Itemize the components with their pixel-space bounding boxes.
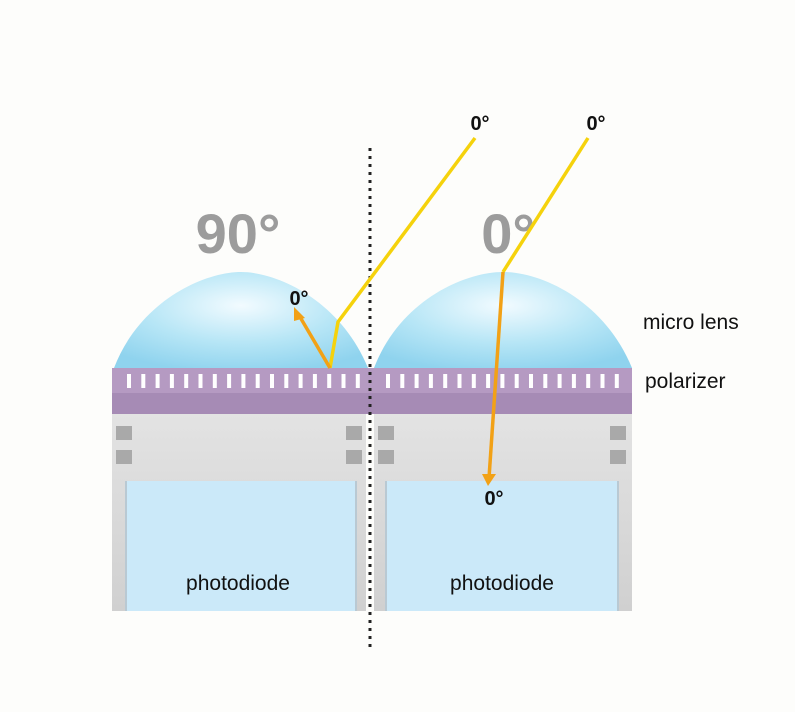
polarizer-slot	[241, 374, 246, 388]
contact-pad	[610, 426, 626, 440]
polarizer-slot	[586, 374, 591, 388]
polarizer-grid	[127, 374, 619, 388]
polarizer-slot	[298, 374, 303, 388]
photodiode-left	[126, 481, 356, 611]
polarizer-slot	[471, 374, 476, 388]
polarizer-slot	[212, 374, 217, 388]
polarizer-slot	[571, 374, 576, 388]
contact-pad	[116, 426, 132, 440]
polarizer-slot	[557, 374, 562, 388]
polarizer-band	[112, 368, 632, 393]
ray-transmitted	[487, 271, 505, 479]
photodiode-label-right: photodiode	[450, 572, 554, 595]
micro-lens-right	[374, 272, 632, 368]
polarizer-slot	[428, 374, 433, 388]
polarizer-slot	[400, 374, 405, 388]
contact-pad	[378, 426, 394, 440]
polarizer-slot	[169, 374, 174, 388]
photodiode-label-left: photodiode	[186, 572, 290, 595]
polarizer-slot	[327, 374, 332, 388]
polarizer-slot	[443, 374, 448, 388]
polarizer-slot	[270, 374, 274, 388]
ray-incident-left	[328, 136, 477, 369]
polarizer-slot	[312, 374, 317, 388]
polarizer-slot	[500, 374, 505, 388]
contact-pad	[346, 450, 362, 464]
polarizer-slot	[457, 374, 462, 388]
polarizer-slot	[255, 374, 260, 388]
ray-incident-label-left: 0°	[470, 113, 489, 135]
polarizer-slot	[284, 374, 289, 388]
ray-transmitted-arrowhead	[482, 474, 496, 486]
contact-pad	[346, 426, 362, 440]
polarizer-slot	[227, 374, 232, 388]
ray-transmitted-label: 0°	[484, 488, 503, 510]
polarizer-slot	[414, 374, 419, 388]
polarizer-slot	[198, 374, 203, 388]
polarizer-slot	[514, 374, 519, 388]
polarizer-slot	[386, 374, 390, 388]
polarizer-angle-left: 90°	[196, 202, 281, 265]
ray-reflected-label: 0°	[289, 288, 308, 310]
polarizer-slot	[155, 374, 160, 388]
ray-reflected-arrowhead	[294, 307, 305, 321]
polarizer-slot	[486, 374, 491, 388]
polarizer-slot	[529, 374, 533, 388]
contact-pad	[378, 450, 394, 464]
photodiode-right	[386, 481, 618, 611]
polarizer-slot	[355, 374, 360, 388]
polarizer-slot	[614, 374, 619, 388]
polarizer-slot	[184, 374, 189, 388]
polarizer-slot	[141, 374, 146, 388]
polarizer-label: polarizer	[645, 370, 726, 393]
ray-incident-right	[501, 137, 590, 273]
micro-lens-left	[114, 272, 368, 368]
polarizer-slot	[341, 374, 346, 388]
polarizer-slot	[543, 374, 548, 388]
polarizer-slot	[600, 374, 605, 388]
ray-incident-label-right: 0°	[586, 113, 605, 135]
contact-pad	[610, 450, 626, 464]
micro-lens-label: micro lens	[643, 311, 739, 334]
polarizer-slot	[127, 374, 131, 388]
ray-reflected	[298, 316, 332, 369]
contact-pad	[116, 450, 132, 464]
